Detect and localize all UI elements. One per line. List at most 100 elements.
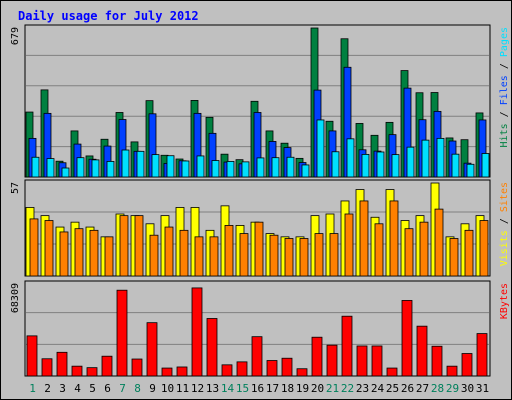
- bar-pages-day-12: [196, 155, 205, 178]
- bar-sites-day-9: [149, 234, 159, 277]
- bar-sites-day-30: [464, 229, 474, 277]
- bar-pages-day-13: [211, 160, 220, 178]
- bar-sites-day-29: [449, 238, 459, 277]
- day-label: 26: [401, 382, 414, 395]
- bar-kbytes-day-4: [71, 365, 83, 377]
- bar-kbytes-day-1: [26, 335, 38, 377]
- day-label: 24: [371, 382, 385, 395]
- bar-kbytes-day-19: [296, 368, 308, 377]
- day-label: 2: [44, 382, 51, 395]
- panel-visitors: 57 Visits / Sites: [10, 179, 510, 277]
- day-label: 20: [311, 382, 324, 395]
- bar-pages-day-14: [226, 161, 235, 178]
- day-label: 10: [161, 382, 174, 395]
- day-label: 11: [176, 382, 189, 395]
- bar-pages-day-17: [271, 157, 280, 178]
- bar-pages-day-2: [46, 158, 55, 178]
- bar-sites-day-25: [389, 200, 399, 277]
- bar-kbytes-day-2: [41, 358, 53, 377]
- bar-pages-day-9: [151, 154, 160, 178]
- day-label: 31: [476, 382, 489, 395]
- bar-sites-day-13: [209, 236, 219, 277]
- bar-sites-day-11: [179, 229, 189, 277]
- series-pages: [31, 119, 490, 178]
- bar-sites-day-6: [104, 236, 114, 277]
- bar-pages-day-25: [391, 154, 400, 178]
- bar-pages-day-19: [301, 164, 310, 178]
- day-label: 29: [446, 382, 459, 395]
- bar-kbytes-day-20: [311, 336, 323, 377]
- day-label: 23: [356, 382, 369, 395]
- bar-kbytes-day-11: [176, 366, 188, 377]
- bar-kbytes-day-5: [86, 367, 98, 377]
- day-label: 3: [59, 382, 66, 395]
- day-label: 25: [386, 382, 399, 395]
- bar-kbytes-day-6: [101, 355, 113, 377]
- legend-entry: Files: [499, 75, 510, 105]
- bar-kbytes-day-13: [206, 318, 218, 377]
- bar-sites-day-16: [254, 221, 264, 277]
- bar-sites-day-5: [89, 229, 99, 277]
- bar-pages-day-24: [376, 151, 385, 178]
- day-label: 27: [416, 382, 429, 395]
- series-kbytes: [26, 287, 488, 377]
- panel-max-label: 679: [10, 27, 21, 45]
- bar-pages-day-7: [121, 149, 130, 178]
- day-label: 16: [251, 382, 264, 395]
- day-label: 14: [221, 382, 235, 395]
- bar-sites-day-27: [419, 221, 429, 277]
- bar-pages-day-27: [421, 139, 430, 178]
- bar-pages-day-22: [346, 138, 355, 178]
- bar-kbytes-day-24: [371, 345, 383, 377]
- bar-sites-day-3: [59, 231, 69, 277]
- legend-entry: Pages: [499, 27, 510, 57]
- bar-kbytes-day-30: [461, 353, 473, 377]
- bar-kbytes-day-22: [341, 315, 353, 377]
- bar-pages-day-28: [436, 137, 445, 178]
- bar-sites-day-24: [374, 223, 384, 277]
- legend-entry: /: [499, 105, 510, 123]
- bar-sites-day-14: [224, 225, 234, 277]
- bar-sites-day-28: [434, 208, 444, 277]
- bar-kbytes-day-31: [476, 333, 488, 377]
- day-label: 21: [326, 382, 339, 395]
- day-label: 28: [431, 382, 444, 395]
- legend-entry: Sites: [499, 182, 510, 212]
- bar-sites-day-21: [329, 233, 339, 277]
- bar-pages-day-29: [451, 153, 460, 178]
- bar-sites-day-8: [134, 215, 144, 277]
- legend-entry: /: [499, 57, 510, 75]
- day-label: 13: [206, 382, 219, 395]
- day-label: 6: [104, 382, 111, 395]
- bar-sites-day-17: [269, 234, 279, 277]
- bar-pages-day-15: [241, 161, 250, 178]
- bar-pages-day-6: [106, 161, 115, 178]
- bar-sites-day-22: [344, 213, 354, 277]
- bar-sites-day-31: [479, 220, 489, 277]
- bar-kbytes-day-18: [281, 357, 293, 377]
- bar-sites-day-7: [119, 215, 129, 277]
- bar-pages-day-10: [166, 155, 175, 178]
- day-label: 22: [341, 382, 354, 395]
- bar-pages-day-11: [181, 160, 190, 178]
- bar-pages-day-1: [31, 156, 40, 178]
- chart-panels: 679 Hits / Files / Pages 57 Visits / Sites 6…: [10, 24, 510, 377]
- bar-pages-day-4: [76, 157, 85, 178]
- panel-kbytes: 68309 KBytes: [10, 280, 510, 377]
- bar-kbytes-day-17: [266, 360, 278, 377]
- bar-pages-day-5: [91, 159, 100, 178]
- day-label: 8: [134, 382, 141, 395]
- bar-pages-day-8: [136, 150, 145, 178]
- panel-legend: Visits / Sites: [499, 182, 510, 266]
- bar-sites-day-18: [284, 238, 294, 277]
- series-sites: [29, 200, 489, 277]
- bar-kbytes-day-7: [116, 289, 128, 377]
- bar-sites-day-20: [314, 233, 324, 277]
- bar-kbytes-day-27: [416, 325, 428, 377]
- bar-pages-day-18: [286, 156, 295, 178]
- day-label: 30: [461, 382, 474, 395]
- bar-sites-day-23: [359, 200, 369, 277]
- bar-kbytes-day-10: [161, 367, 173, 377]
- day-label: 17: [266, 382, 279, 395]
- bar-kbytes-day-26: [401, 300, 413, 377]
